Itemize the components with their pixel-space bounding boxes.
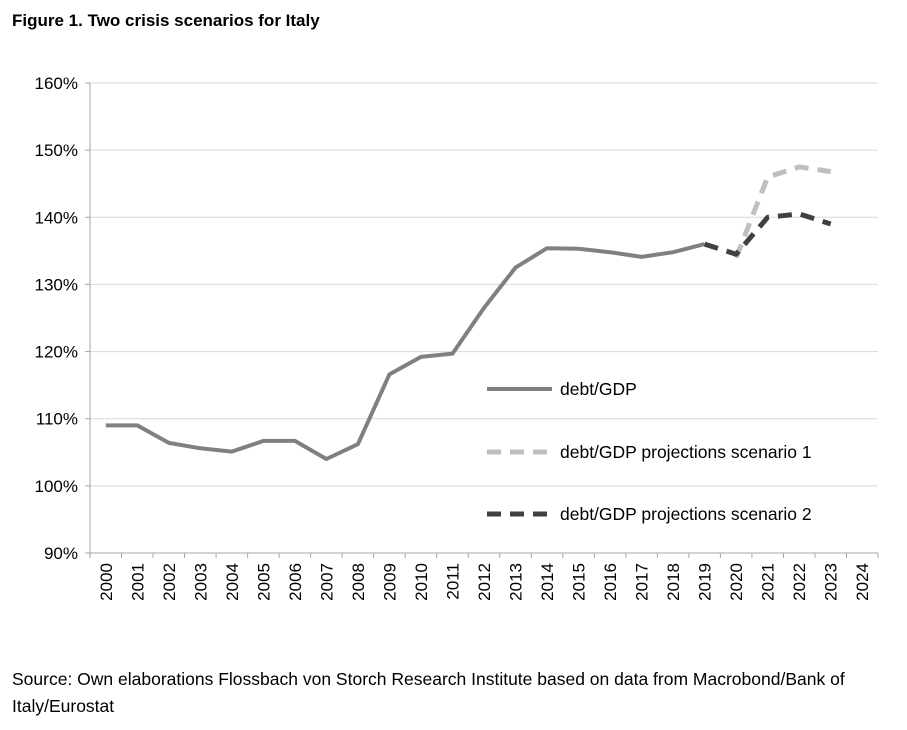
legend: debt/GDP debt/GDP projections scenario 1 d… — [487, 379, 812, 524]
x-tick-label: 2010 — [412, 563, 431, 601]
series-line — [703, 211, 832, 257]
y-tick-label: 150% — [35, 141, 78, 160]
x-tick-label: 2005 — [254, 563, 273, 601]
y-tick-label: 90% — [44, 544, 78, 563]
legend-label: debt/GDP — [560, 379, 637, 399]
x-tick-label: 2020 — [727, 563, 746, 601]
axes — [85, 82, 879, 558]
x-tick-label: 2001 — [128, 563, 147, 601]
y-tick-label: 100% — [35, 477, 78, 496]
x-tick-label: 2003 — [191, 563, 210, 601]
figure-title: Figure 1. Two crisis scenarios for Italy — [12, 11, 320, 30]
series-line — [733, 164, 832, 259]
y-tick-label: 140% — [35, 208, 78, 227]
x-tick-label: 2022 — [790, 563, 809, 601]
x-tick-label: 2023 — [822, 563, 841, 601]
x-tick-label: 2014 — [538, 563, 557, 601]
x-tick-label: 2007 — [317, 563, 336, 601]
x-tick-label: 2006 — [286, 563, 305, 601]
x-tick-label: 2018 — [664, 563, 683, 601]
source-note: Source: Own elaborations Flossbach von S… — [12, 669, 845, 716]
y-tick-label: 160% — [35, 74, 78, 93]
y-tick-label: 110% — [36, 410, 78, 429]
x-tick-label: 2013 — [507, 563, 526, 601]
x-tick-label: 2021 — [759, 563, 778, 601]
x-axis-tick-labels: 2000 2001 2002 2003 2004 2005 2006 2007 2008 2009… — [97, 563, 872, 601]
x-tick-label: 2015 — [570, 563, 589, 601]
x-tick-label: 2000 — [97, 563, 116, 601]
y-tick-label: 130% — [35, 275, 78, 294]
legend-label: debt/GDP projections scenario 1 — [560, 442, 812, 462]
y-tick-label: 120% — [35, 343, 78, 362]
x-tick-label: 2011 — [443, 563, 462, 600]
y-axis-tick-labels: 90% 100% 110% 120% 130% 140% 150% 160% — [35, 74, 78, 563]
line-chart: 90% 100% 110% 120% 130% 140% 150% 160% 2000 2001… — [35, 74, 879, 601]
x-tick-label: 2017 — [633, 563, 652, 601]
x-tick-label: 2009 — [380, 563, 399, 601]
x-tick-label: 2008 — [349, 563, 368, 601]
series-lines — [105, 164, 832, 461]
series-line — [105, 242, 706, 461]
legend-label: debt/GDP projections scenario 2 — [560, 504, 812, 524]
gridlines — [90, 82, 878, 487]
x-tick-label: 2024 — [853, 563, 872, 601]
x-tick-label: 2012 — [475, 563, 494, 601]
x-tick-label: 2004 — [223, 563, 242, 601]
x-tick-label: 2002 — [160, 563, 179, 601]
x-tick-label: 2019 — [696, 563, 715, 601]
x-tick-label: 2016 — [601, 563, 620, 601]
